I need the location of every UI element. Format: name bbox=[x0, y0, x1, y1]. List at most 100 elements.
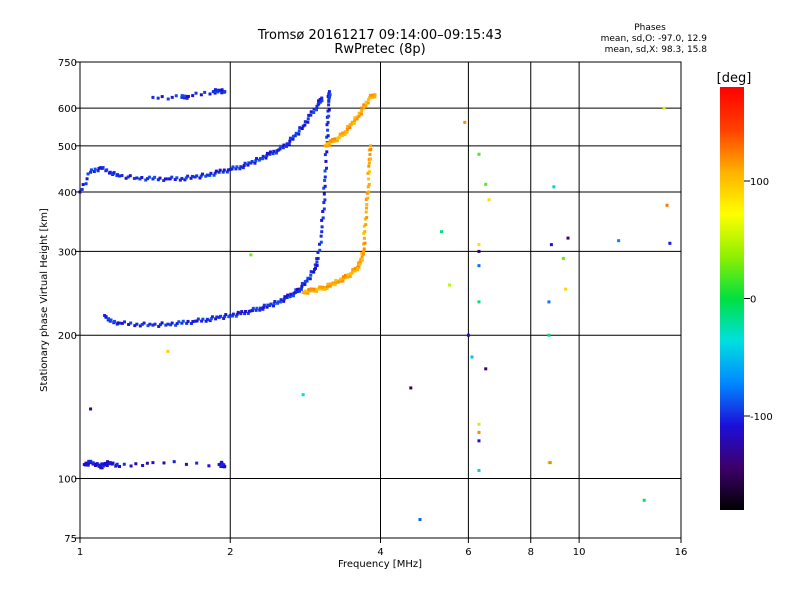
data-point bbox=[216, 90, 220, 94]
data-point bbox=[327, 99, 331, 103]
data-point bbox=[369, 147, 373, 151]
data-point bbox=[360, 251, 364, 255]
data-point bbox=[297, 129, 301, 133]
data-point bbox=[113, 319, 117, 323]
data-point bbox=[93, 167, 97, 171]
data-point bbox=[278, 300, 282, 304]
y-tick-label: 600 bbox=[58, 104, 77, 115]
data-point bbox=[331, 281, 335, 285]
data-point bbox=[315, 260, 319, 264]
data-point bbox=[142, 321, 146, 325]
data-point bbox=[307, 287, 311, 291]
data-point bbox=[318, 248, 322, 252]
data-point bbox=[170, 321, 174, 325]
data-point bbox=[418, 518, 422, 522]
data-point bbox=[217, 463, 221, 467]
data-point bbox=[326, 282, 330, 286]
data-point bbox=[323, 287, 327, 291]
data-point bbox=[108, 462, 112, 466]
data-point bbox=[281, 146, 285, 150]
data-point bbox=[247, 161, 251, 165]
data-point bbox=[665, 203, 669, 207]
colorbar-label: [deg] bbox=[717, 71, 752, 86]
data-point bbox=[335, 139, 339, 143]
data-point bbox=[336, 280, 340, 284]
data-point bbox=[184, 176, 188, 180]
data-point bbox=[222, 465, 226, 469]
data-point bbox=[333, 281, 337, 285]
data-point bbox=[257, 158, 261, 162]
data-point bbox=[362, 103, 366, 107]
data-point bbox=[327, 143, 331, 147]
stats-heading: Phases bbox=[634, 23, 666, 33]
data-point bbox=[365, 206, 369, 210]
data-point bbox=[312, 110, 316, 114]
data-point bbox=[118, 174, 122, 178]
data-point bbox=[341, 275, 345, 279]
data-point bbox=[366, 185, 370, 189]
data-point bbox=[180, 176, 184, 180]
data-point bbox=[355, 117, 359, 121]
data-point bbox=[258, 308, 262, 312]
data-point bbox=[166, 177, 170, 181]
data-point bbox=[278, 147, 282, 151]
data-point bbox=[175, 176, 179, 180]
data-point bbox=[309, 287, 313, 291]
x-tick-label: 8 bbox=[528, 547, 534, 558]
data-point bbox=[286, 293, 290, 297]
data-point bbox=[484, 182, 488, 186]
data-point bbox=[306, 276, 310, 280]
data-point bbox=[363, 241, 367, 245]
data-point bbox=[564, 287, 568, 291]
data-point bbox=[234, 167, 238, 171]
y-tick-label: 200 bbox=[58, 331, 77, 342]
data-point bbox=[264, 156, 268, 160]
data-point bbox=[89, 459, 93, 463]
data-point bbox=[265, 151, 269, 155]
data-point bbox=[239, 312, 243, 316]
data-point bbox=[362, 106, 366, 110]
chart-title: Tromsø 20161217 09:14:00–09:15:43 bbox=[257, 28, 502, 43]
data-point bbox=[210, 315, 214, 319]
data-point bbox=[100, 466, 104, 470]
data-point bbox=[96, 169, 100, 173]
x-tick-label: 10 bbox=[573, 547, 586, 558]
data-point bbox=[92, 169, 96, 173]
colorbar-tick-label: -100 bbox=[750, 412, 773, 423]
data-point bbox=[134, 462, 138, 466]
x-axis-label: Frequency [MHz] bbox=[338, 559, 422, 570]
data-point bbox=[148, 322, 152, 326]
data-point bbox=[322, 201, 326, 205]
x-tick-label: 2 bbox=[227, 547, 233, 558]
data-point bbox=[191, 94, 195, 98]
data-point bbox=[241, 166, 245, 170]
data-point bbox=[86, 461, 90, 465]
data-point bbox=[135, 176, 139, 180]
data-point bbox=[617, 239, 621, 243]
data-point bbox=[120, 174, 124, 178]
data-point bbox=[160, 95, 164, 99]
data-point bbox=[174, 323, 178, 327]
data-point bbox=[185, 95, 189, 99]
stats-line-o: mean, sd,O: -97.0, 12.9 bbox=[601, 34, 708, 44]
data-point bbox=[477, 439, 481, 443]
data-point bbox=[367, 164, 371, 168]
data-point bbox=[477, 264, 481, 268]
data-point bbox=[306, 289, 310, 293]
data-point bbox=[317, 287, 321, 291]
data-point bbox=[318, 242, 322, 246]
data-point bbox=[326, 120, 330, 124]
axis-ticks: 1 2 4 6 8 10 16 75 100 200 300 400 500 600 750 bbox=[58, 58, 687, 558]
data-point bbox=[261, 154, 265, 158]
data-point bbox=[251, 306, 255, 310]
data-point bbox=[326, 134, 330, 138]
data-point bbox=[324, 159, 328, 163]
data-point bbox=[158, 176, 162, 180]
data-point bbox=[328, 141, 332, 145]
data-point bbox=[84, 182, 88, 186]
data-point bbox=[200, 319, 204, 323]
data-point bbox=[322, 192, 326, 196]
data-point bbox=[220, 88, 224, 92]
data-point bbox=[367, 177, 371, 181]
data-point bbox=[547, 300, 551, 304]
